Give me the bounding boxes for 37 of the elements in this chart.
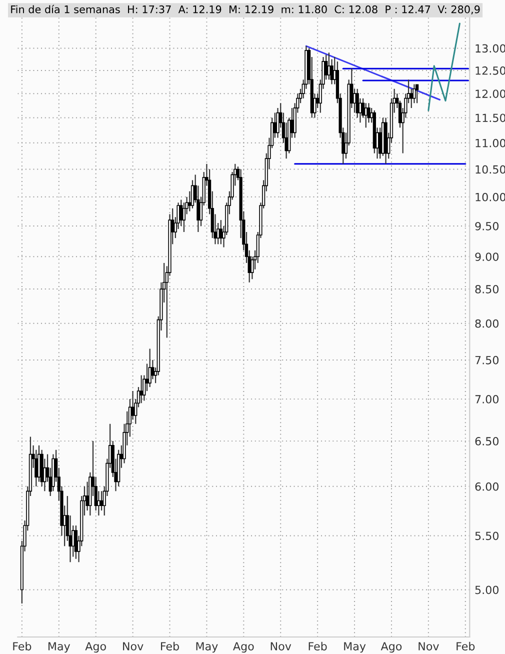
x-tick-label: Nov <box>270 642 292 650</box>
candlestick <box>352 88 356 114</box>
candlestick <box>100 490 104 512</box>
x-tick-label: May <box>344 642 366 653</box>
y-tick-label: 5.50 <box>475 532 499 540</box>
candlestick <box>416 84 419 104</box>
y-tick-label: 6.00 <box>475 482 499 491</box>
y-tick-label: 6.50 <box>475 437 499 446</box>
candlestick <box>367 102 370 124</box>
x-tick-label: Feb <box>161 642 179 650</box>
x-tick-label: May <box>48 642 70 653</box>
x-tick-label: Ago <box>380 642 402 653</box>
candlestick <box>145 363 149 392</box>
y-tick-label: 8.00 <box>475 319 499 328</box>
candlestick <box>148 348 152 388</box>
candlestick <box>410 88 413 108</box>
candlestick <box>412 84 416 104</box>
candlestick <box>276 107 280 138</box>
x-tick-label: Nov <box>418 642 439 650</box>
y-tick-label: 9.50 <box>475 222 499 230</box>
x-tick-label: Ago <box>85 642 106 653</box>
x-tick-label: Feb <box>308 642 327 650</box>
x-tick-label: Nov <box>123 642 144 650</box>
line-series <box>428 22 460 112</box>
candlestick <box>74 524 78 560</box>
x-tick-label: Feb <box>456 642 475 650</box>
y-tick-label: 8.50 <box>475 285 499 294</box>
y-tick-label: 9.00 <box>475 252 499 262</box>
x-tick-label: May <box>196 642 218 653</box>
candlestick <box>37 444 41 482</box>
x-tick-label: Feb <box>13 642 32 650</box>
y-tick-label: 5.00 <box>475 586 499 594</box>
x-tick-label: Ago <box>233 642 254 653</box>
y-tick-label: 7.50 <box>475 356 499 364</box>
candlestick <box>34 449 38 487</box>
chart-title: Fin de día 1 semanas H: 17:37 A: 12.19 M: 12.19 m: 11.80 C: 12.08 P : 12.47 V: 280,9 <box>11 4 480 14</box>
y-tick-label: 7.00 <box>475 395 499 404</box>
